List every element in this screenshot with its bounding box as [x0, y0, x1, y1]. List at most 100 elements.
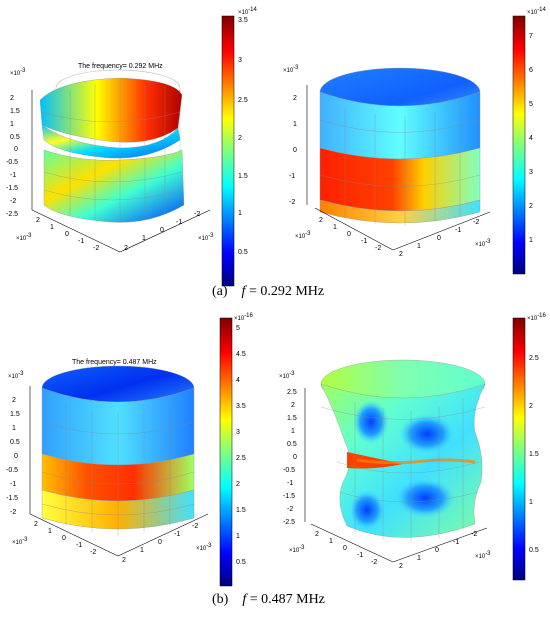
- tick-label: -1: [289, 173, 295, 180]
- y-axis-exponent: ×10-3: [196, 543, 212, 552]
- tick-label: -2: [192, 523, 198, 530]
- tick-label: 1.5: [10, 108, 20, 115]
- tick-label: -2: [471, 531, 477, 538]
- y-axis: [392, 527, 488, 563]
- caption-b: (b) f = 0.487 MHz: [212, 592, 325, 608]
- colorbar: [221, 15, 235, 287]
- tick-label: -1: [10, 172, 16, 179]
- tick-label: 1: [10, 121, 14, 128]
- deformed-mid-segment: [41, 124, 181, 159]
- tick-label: 0.5: [10, 439, 20, 446]
- x-tick-labels: 2 1 0 -1 -2: [34, 521, 96, 556]
- tick-label: -0.5: [6, 159, 18, 166]
- tick-label: 1: [333, 224, 337, 231]
- tick-label: 1.5: [287, 415, 297, 422]
- z-axis-exponent: ×10-3: [8, 371, 24, 380]
- colorbar: [219, 317, 233, 587]
- colorbar-tick-label: 3.5: [238, 17, 248, 24]
- colorbar-tick-label: 1.5: [529, 451, 539, 458]
- tick-label: -2.5: [6, 211, 18, 218]
- tick-label: -1: [453, 539, 459, 546]
- tick-label: 0: [14, 453, 18, 460]
- tick-label: -2: [10, 509, 16, 516]
- x-axis: [29, 513, 119, 557]
- tick-label: 0: [437, 235, 441, 242]
- tick-label: -1: [455, 227, 461, 234]
- tick-label: 1: [329, 538, 333, 545]
- x-axis-exponent: ×10-3: [12, 537, 28, 546]
- colorbar-tick-label: 1: [529, 237, 533, 244]
- tick-label: -0.5: [6, 467, 18, 474]
- caption-a: (a) f = 0.292 MHz: [212, 284, 324, 300]
- colorbar-tick-label: 5: [236, 325, 240, 332]
- tick-label: -2: [371, 559, 377, 566]
- colorbar-tick-label: 2: [236, 481, 240, 488]
- tick-label: 1: [50, 224, 54, 231]
- y-tick-labels: 2 1 0 -1 -2: [399, 219, 479, 258]
- caption-value: = 0.292 MHz: [245, 284, 325, 299]
- tick-label: 1: [142, 235, 146, 242]
- tick-label: -1.5: [283, 493, 295, 500]
- colorbar-tick-label: 1.5: [236, 507, 246, 514]
- low-displacement-region: [353, 400, 389, 444]
- colorbar-tick-label: 3: [238, 57, 242, 64]
- colorbar-tick-label: 2.5: [236, 455, 246, 462]
- low-displacement-region: [349, 490, 385, 530]
- tick-label: -2.5: [283, 519, 295, 526]
- tick-label: 2: [399, 563, 403, 570]
- colorbar-tick-label: 0.5: [236, 559, 246, 566]
- x-axis: [314, 207, 394, 251]
- low-displacement-region: [395, 478, 455, 518]
- x-axis-exponent: ×10-3: [289, 545, 305, 554]
- tick-label: -1: [287, 480, 293, 487]
- figure-b-right: ×10-3 2.5 2 1.5 1 0.5 0 -0.5 -1 -1.5 -2 …: [275, 312, 550, 592]
- z-axis-exponent: ×10-3: [283, 65, 299, 74]
- cylinder-plot-a-left: The frequency= 0.292 MHz ×10-3 2 1.5 1 0…: [6, 63, 214, 253]
- tick-label: 2.5: [287, 389, 297, 396]
- cylinder-plot-b-left: The frequency= 0.487 MHz ×10-3 2 1.5 1 0…: [6, 313, 254, 587]
- high-displacement-region: [347, 452, 403, 469]
- tick-label: -2: [90, 549, 96, 556]
- caption-value: = 0.487 MHz: [246, 592, 325, 607]
- colorbar-a-left: ×10-14 3.5 3 2.5 2 1.5 1 0.5: [221, 7, 258, 287]
- colorbar-tick-label: 3: [236, 429, 240, 436]
- colorbar-tick-label: 0.5: [238, 249, 248, 256]
- colorbar-tick-label: 5: [529, 101, 533, 108]
- colorbar-exponent: ×10-16: [527, 313, 547, 322]
- plot-title: The frequency= 0.292 MHz: [78, 63, 163, 70]
- tick-label: 2: [315, 531, 319, 538]
- tick-label: 0: [14, 146, 18, 153]
- tick-label: -2: [289, 199, 295, 206]
- y-axis: [117, 513, 209, 557]
- tick-label: -2: [10, 198, 16, 205]
- tick-label: -1: [78, 238, 84, 245]
- tick-label: 2: [122, 557, 126, 564]
- tick-label: 2: [12, 397, 16, 404]
- deformed-bottom-segment: [43, 149, 185, 223]
- figure-a-right: ×10-3 2 1 0 -1 -2 2 1 0 -1 -2 ×10-3 2 1 …: [275, 0, 550, 300]
- tick-label: 1: [12, 425, 16, 432]
- tick-label: -1: [361, 238, 367, 245]
- tick-label: 0: [65, 231, 69, 238]
- colorbar-tick-label: 1: [529, 499, 533, 506]
- tick-label: -1.5: [6, 185, 18, 192]
- colorbar-tick-label: 6: [529, 67, 533, 74]
- colorbar-exponent: ×10-16: [234, 313, 254, 322]
- colorbar-tick-label: 0.5: [529, 547, 539, 554]
- low-displacement-region: [399, 414, 455, 454]
- cylinder-plot-a-right: ×10-3 2 1 0 -1 -2 2 1 0 -1 -2 ×10-3 2 1 …: [283, 7, 547, 275]
- figure-b-left: The frequency= 0.487 MHz ×10-3 2 1.5 1 0…: [0, 312, 260, 592]
- high-displacement-band: [356, 458, 476, 465]
- tick-label: 0: [293, 454, 297, 461]
- tick-label: 2: [319, 217, 323, 224]
- tick-label: -1: [76, 542, 82, 549]
- tick-label: 0: [435, 547, 439, 554]
- z-tick-labels: 2 1.5 1 0.5 0 -0.5 -1 -1.5 -2: [6, 397, 20, 516]
- colorbar-tick-label: 7: [529, 33, 533, 40]
- y-axis-exponent: ×10-3: [475, 239, 491, 248]
- z-axis-exponent: ×10-3: [10, 68, 26, 77]
- caption-symbol: f: [241, 284, 246, 299]
- tick-label: -1: [357, 552, 363, 559]
- tick-label: -1: [10, 481, 16, 488]
- tick-label: -2: [287, 506, 293, 513]
